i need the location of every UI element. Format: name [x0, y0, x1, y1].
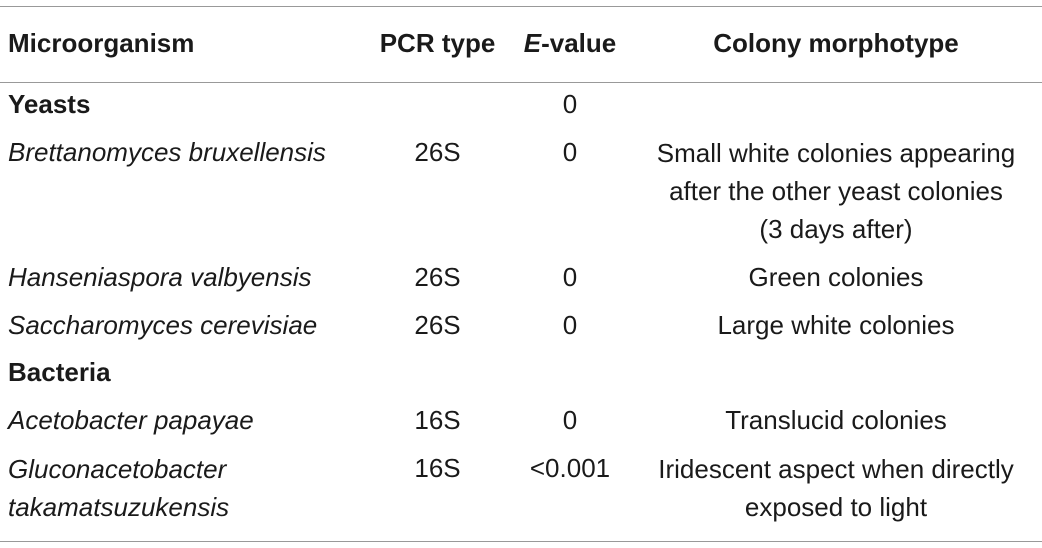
row-colony: Iridescent aspect when directly exposed … [636, 450, 1036, 526]
row-evalue: 0 [562, 405, 578, 435]
row-pcr: 26S [414, 310, 461, 340]
row-evalue: 0 [562, 262, 578, 292]
header-evalue: E-value [510, 25, 630, 61]
group-evalue-yeasts: 0 [562, 89, 578, 119]
row-name: Acetobacter papayae [8, 405, 254, 435]
row-evalue: 0 [562, 310, 578, 340]
row-name: Gluconacetobacter takamatsuzukensis [8, 450, 229, 526]
row-pcr: 16S [414, 405, 461, 435]
row-name: Saccharomyces cerevisiae [8, 310, 318, 340]
row-evalue: 0 [562, 137, 578, 167]
row-colony-line: exposed to light [744, 492, 928, 522]
row-name-line: takamatsuzukensis [8, 492, 230, 522]
group-label-bacteria: Bacteria [8, 357, 111, 387]
row-pcr: 26S [414, 262, 461, 292]
row-colony-line: Iridescent aspect when directly [658, 454, 1014, 484]
header-colony-morphotype: Colony morphotype [713, 28, 959, 58]
bottom-rule [0, 541, 1042, 542]
header-rule [0, 82, 1042, 83]
top-rule [0, 6, 1042, 7]
header-pcr-type: PCR type [379, 28, 496, 58]
row-name: Hanseniaspora valbyensis [8, 262, 312, 292]
row-colony-line: after the other yeast colonies [669, 176, 1003, 206]
header-evalue-suffix: -value [541, 28, 617, 58]
group-label-yeasts: Yeasts [8, 89, 91, 119]
row-evalue: <0.001 [529, 453, 611, 483]
row-colony-line: (3 days after) [759, 214, 913, 244]
row-name: Brettanomyces bruxellensis [8, 137, 326, 167]
row-colony: Green colonies [748, 262, 924, 292]
row-colony: Large white colonies [717, 310, 955, 340]
header-evalue-e: E [523, 28, 542, 58]
row-colony: Small white colonies appearing after the… [636, 134, 1036, 248]
row-colony: Translucid colonies [725, 405, 947, 435]
row-name-line: Gluconacetobacter [8, 454, 227, 484]
header-microorganism: Microorganism [8, 28, 195, 58]
row-colony-line: Small white colonies appearing [656, 138, 1016, 168]
row-pcr: 26S [414, 137, 461, 167]
row-pcr: 16S [414, 453, 461, 483]
